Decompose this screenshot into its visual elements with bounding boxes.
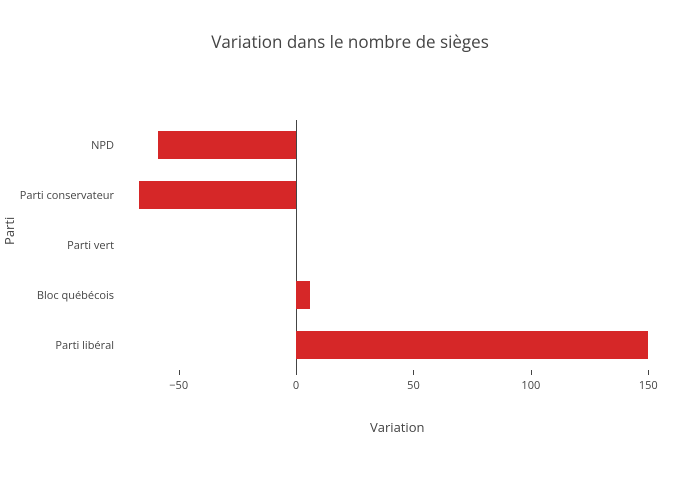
x-axis-label: Variation	[370, 418, 425, 436]
bar	[296, 281, 310, 309]
x-tick	[296, 370, 297, 375]
x-tick	[179, 370, 180, 375]
y-tick-label: Bloc québécois	[37, 288, 114, 303]
x-tick-label: 50	[407, 378, 420, 393]
y-tick-label: NPD	[91, 138, 114, 153]
y-tick-label: Parti vert	[67, 238, 114, 253]
y-tick-label: Parti libéral	[55, 338, 114, 353]
y-tick-label: Parti conservateur	[20, 188, 114, 203]
bar	[139, 181, 296, 209]
chart-title: Variation dans le nombre de sièges	[0, 0, 700, 53]
x-tick-label: 0	[293, 378, 299, 393]
x-tick-label: 100	[521, 378, 540, 393]
plot-area	[120, 120, 660, 370]
y-axis-label: Parti	[0, 217, 18, 245]
bar	[296, 331, 648, 359]
bar	[158, 131, 297, 159]
x-tick	[531, 370, 532, 375]
x-tick-label: 150	[639, 378, 658, 393]
x-tick	[648, 370, 649, 375]
x-tick	[413, 370, 414, 375]
x-tick-label: −50	[169, 378, 188, 393]
